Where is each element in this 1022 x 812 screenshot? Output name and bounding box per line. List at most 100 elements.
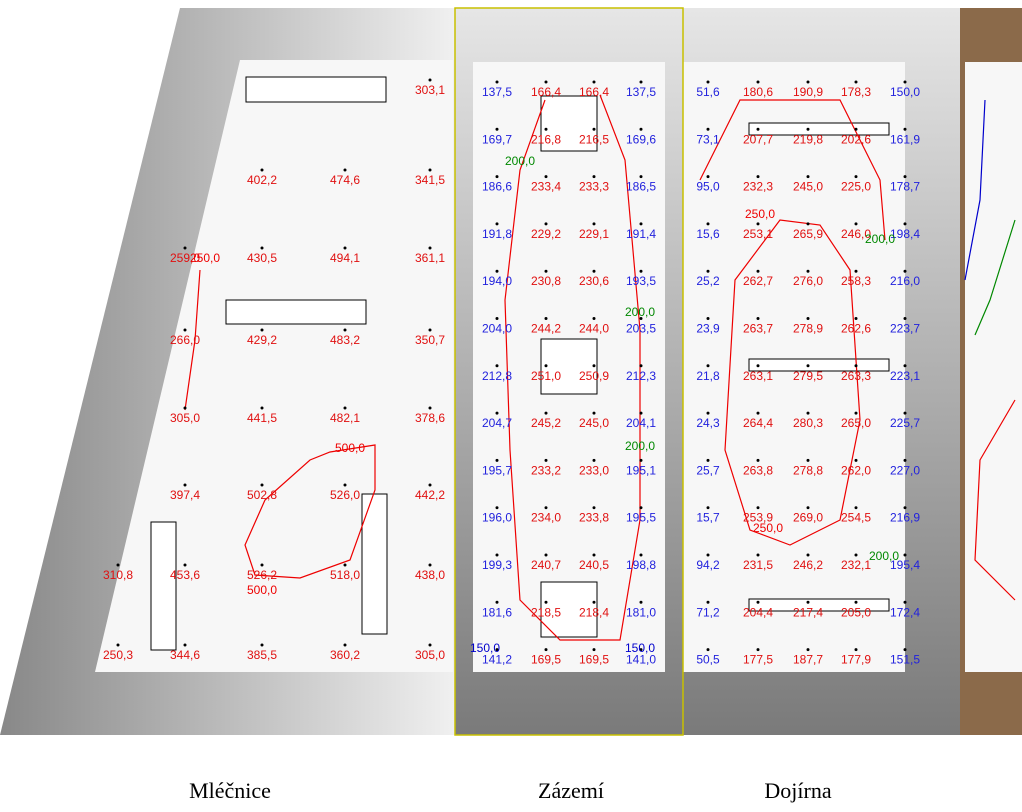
illuminance-value: 24,3 (696, 416, 720, 430)
measure-point (707, 317, 710, 320)
illuminance-value: 223,7 (890, 322, 920, 336)
illuminance-value: 280,3 (793, 416, 823, 430)
measure-point (707, 648, 710, 651)
illuminance-value: 244,2 (531, 322, 561, 336)
illuminance-value: 216,5 (579, 132, 609, 146)
illuminance-value: 205,0 (841, 605, 871, 619)
contour-label: 150,0 (625, 641, 655, 655)
illuminance-value: 204,4 (743, 605, 773, 619)
illuminance-value: 169,5 (579, 653, 609, 667)
illuminance-value: 180,6 (743, 85, 773, 99)
measure-point (807, 601, 810, 604)
illuminance-value: 474,6 (330, 173, 360, 187)
illuminance-value: 51,6 (696, 85, 720, 99)
illuminance-value: 230,6 (579, 274, 609, 288)
illuminance-value: 177,5 (743, 653, 773, 667)
illuminance-value: 245,2 (531, 416, 561, 430)
illuminance-value: 190,9 (793, 85, 823, 99)
measure-point (757, 317, 760, 320)
plan: 303,1402,2474,6341,5259,0430,5494,1361,1… (0, 0, 1022, 807)
contour-label: 250,0 (745, 207, 775, 221)
illuminance-value: 178,7 (890, 180, 920, 194)
illuminance-value: 265,0 (841, 416, 871, 430)
contour-label: 200,0 (625, 305, 655, 319)
illuminance-value: 203,5 (626, 322, 656, 336)
illuminance-value: 344,6 (170, 648, 200, 662)
illuminance-value: 263,3 (841, 369, 871, 383)
illuminance-value: 251,0 (531, 369, 561, 383)
measure-point (429, 644, 432, 647)
measure-point (545, 175, 548, 178)
illuminance-value: 181,6 (482, 605, 512, 619)
illuminance-value: 21,8 (696, 369, 720, 383)
illuminance-value: 263,8 (743, 463, 773, 477)
illuminance-value: 526,2 (247, 568, 277, 582)
measure-point (707, 459, 710, 462)
contour-label: 150,0 (470, 641, 500, 655)
measure-point (707, 81, 710, 84)
illuminance-value: 262,6 (841, 322, 871, 336)
measure-point (855, 601, 858, 604)
measure-point (261, 329, 264, 332)
measure-point (807, 175, 810, 178)
measure-point (184, 329, 187, 332)
measure-point (184, 564, 187, 567)
illuminance-value: 231,5 (743, 558, 773, 572)
illuminance-value: 278,8 (793, 463, 823, 477)
measure-point (593, 81, 596, 84)
measure-point (807, 459, 810, 462)
illuminance-value: 483,2 (330, 333, 360, 347)
measure-point (807, 364, 810, 367)
measure-point (904, 364, 907, 367)
measure-point (707, 364, 710, 367)
measure-point (707, 222, 710, 225)
illuminance-value: 278,9 (793, 322, 823, 336)
measure-point (429, 247, 432, 250)
measure-point (904, 81, 907, 84)
measure-point (344, 644, 347, 647)
measure-point (757, 81, 760, 84)
illuminance-value: 204,1 (626, 416, 656, 430)
measure-point (807, 81, 810, 84)
measure-point (429, 329, 432, 332)
contour-label: 500,0 (247, 583, 277, 597)
illuminance-value: 94,2 (696, 558, 720, 572)
measure-point (429, 407, 432, 410)
measure-point (344, 564, 347, 567)
measure-point (757, 554, 760, 557)
measure-point (545, 270, 548, 273)
illuminance-value: 198,8 (626, 558, 656, 572)
measure-point (496, 175, 499, 178)
measure-point (593, 175, 596, 178)
illuminance-value: 218,5 (531, 605, 561, 619)
measure-point (855, 648, 858, 651)
illuminance-value: 186,6 (482, 180, 512, 194)
illuminance-value: 402,2 (247, 173, 277, 187)
measure-point (593, 601, 596, 604)
illuminance-value: 137,5 (626, 85, 656, 99)
measure-point (855, 81, 858, 84)
measure-point (757, 648, 760, 651)
illuminance-value: 361,1 (415, 251, 445, 265)
illuminance-value: 150,0 (890, 85, 920, 99)
illuminance-value: 169,7 (482, 132, 512, 146)
illuminance-value: 227,0 (890, 463, 920, 477)
measure-point (344, 407, 347, 410)
illuminance-value: 266,0 (170, 333, 200, 347)
measure-point (184, 247, 187, 250)
measure-point (807, 317, 810, 320)
illuminance-value: 258,3 (841, 274, 871, 288)
contour-label: 500,0 (335, 441, 365, 455)
room-label: Mléčnice (189, 778, 271, 803)
illuminance-value: 305,0 (415, 648, 445, 662)
measure-point (855, 506, 858, 509)
illuminance-value: 350,7 (415, 333, 445, 347)
contour-label: 200,0 (865, 232, 895, 246)
measure-point (344, 169, 347, 172)
measure-point (545, 317, 548, 320)
measure-point (904, 459, 907, 462)
measure-point (855, 317, 858, 320)
illuminance-value: 310,8 (103, 568, 133, 582)
measure-point (707, 554, 710, 557)
measure-point (757, 222, 760, 225)
